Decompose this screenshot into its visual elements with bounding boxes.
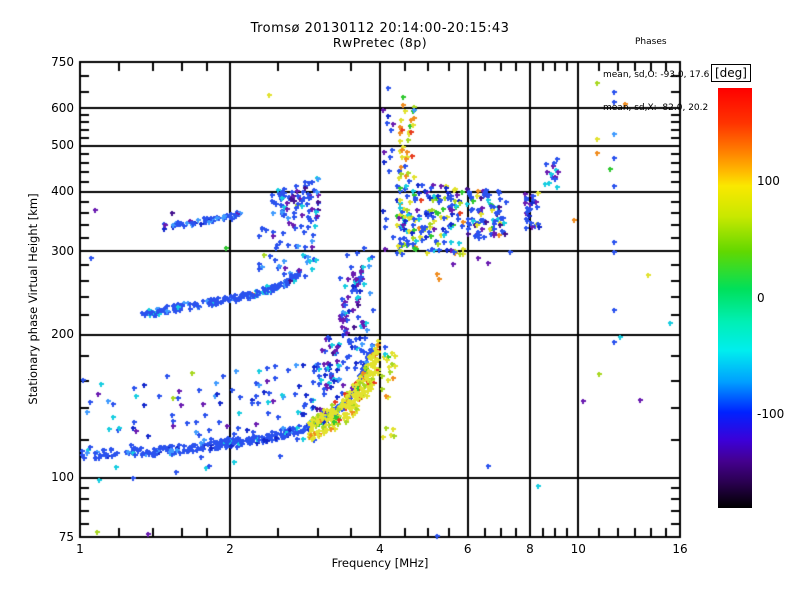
plot-title-line2: RwPretec (8p) — [332, 35, 428, 50]
colorbar-tick-label: -100 — [757, 407, 785, 422]
colorbar-tick-label: 100 — [757, 173, 780, 188]
y-tick-label: 300 — [51, 243, 74, 258]
colorbar-unit-label: [deg] — [711, 64, 751, 82]
y-tick-label: 200 — [51, 327, 74, 342]
stats-line-o-mode: mean, sd,O: -93.0, 17.6 — [603, 70, 710, 80]
colorbar — [718, 88, 752, 508]
stats-line-x-mode: mean, sd,X: 82.0, 20.2 — [603, 103, 709, 113]
colorbar-gradient — [718, 88, 752, 508]
y-axis-label: Stationary phase Virtual Height [km] — [26, 193, 40, 405]
x-tick-label: 8 — [526, 542, 534, 556]
y-tick-label: 750 — [51, 54, 74, 69]
stats-heading: Phases — [635, 37, 667, 47]
y-tick-label: 600 — [51, 100, 74, 115]
y-tick-label: 100 — [51, 470, 74, 485]
x-tick-label: 6 — [463, 542, 472, 556]
plot-title-line1: Tromsø 20130112 20:14:00-20:15:43 — [250, 21, 510, 36]
y-tick-label: 500 — [51, 138, 74, 153]
y-tick-label: 75 — [58, 529, 74, 544]
x-tick-label: 1 — [76, 542, 84, 556]
x-tick-label: 2 — [226, 542, 234, 556]
phase-stats-block: Phases mean, sd,O: -93.0, 17.6 mean, sd,… — [603, 15, 709, 136]
x-axis-label: Frequency [MHz] — [331, 556, 429, 570]
colorbar-tick-label: 0 — [757, 290, 765, 305]
x-tick-label: 10 — [570, 542, 586, 556]
x-tick-label: 16 — [672, 542, 688, 556]
y-tick-label: 400 — [51, 184, 74, 199]
x-tick-label: 4 — [376, 542, 384, 556]
